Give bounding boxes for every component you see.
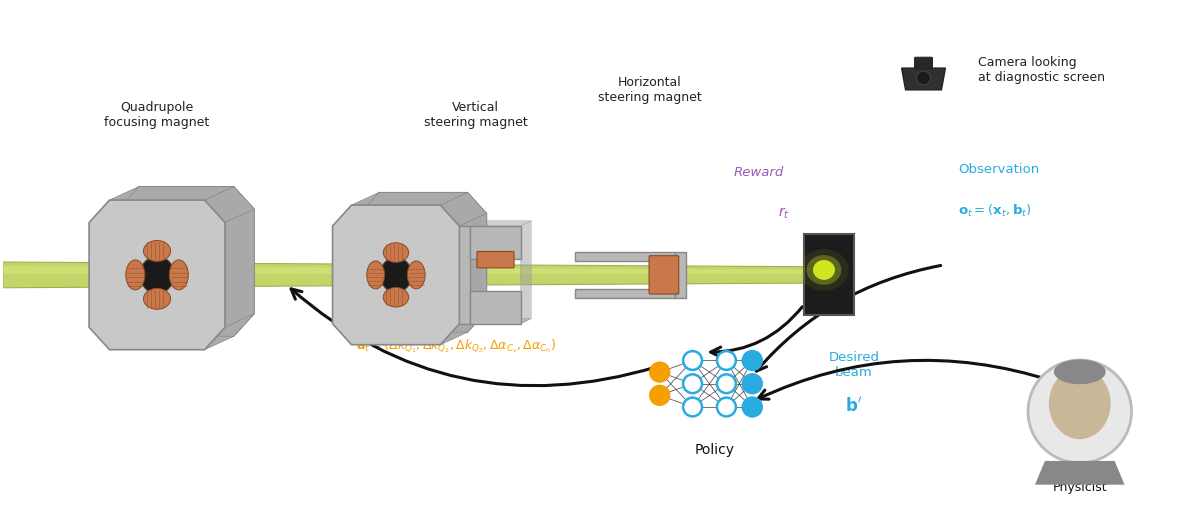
Polygon shape [89, 187, 139, 223]
Polygon shape [205, 314, 254, 350]
Ellipse shape [383, 287, 409, 307]
Polygon shape [332, 205, 460, 344]
Ellipse shape [814, 260, 835, 280]
Polygon shape [332, 214, 360, 324]
Ellipse shape [1054, 359, 1105, 384]
Polygon shape [352, 192, 468, 205]
Ellipse shape [169, 260, 188, 290]
Circle shape [743, 374, 762, 393]
Polygon shape [119, 187, 254, 336]
Text: Horizontal
steering magnet: Horizontal steering magnet [598, 76, 702, 104]
Text: Reward: Reward [734, 166, 785, 179]
Polygon shape [332, 192, 379, 226]
Circle shape [716, 374, 736, 393]
FancyBboxPatch shape [676, 252, 686, 298]
Polygon shape [205, 187, 254, 223]
Text: $\mathbf{o}_t = (\mathbf{x}_t, \mathbf{b}_t)$: $\mathbf{o}_t = (\mathbf{x}_t, \mathbf{b… [959, 202, 1032, 219]
Ellipse shape [799, 249, 848, 291]
Ellipse shape [1049, 368, 1111, 439]
Ellipse shape [140, 256, 174, 294]
Ellipse shape [917, 71, 930, 85]
Ellipse shape [367, 261, 384, 289]
Ellipse shape [407, 261, 425, 289]
Polygon shape [360, 192, 487, 332]
Polygon shape [2, 266, 854, 274]
Polygon shape [470, 319, 532, 324]
Polygon shape [440, 311, 487, 344]
Circle shape [683, 351, 702, 370]
FancyBboxPatch shape [575, 252, 676, 261]
Circle shape [743, 398, 762, 417]
Text: Policy: Policy [695, 443, 734, 457]
Text: $\mathbf{b}'$: $\mathbf{b}'$ [845, 396, 863, 416]
Text: $r_t$: $r_t$ [779, 206, 790, 221]
Text: Desired
beam: Desired beam [828, 351, 880, 379]
FancyBboxPatch shape [914, 57, 932, 69]
Ellipse shape [144, 288, 170, 310]
Polygon shape [470, 220, 481, 324]
FancyBboxPatch shape [457, 226, 470, 324]
Text: Vertical
steering magnet: Vertical steering magnet [424, 101, 528, 129]
Polygon shape [470, 220, 532, 226]
FancyBboxPatch shape [804, 234, 854, 315]
Text: Camera looking
at diagnostic screen: Camera looking at diagnostic screen [978, 56, 1105, 84]
Text: Action: Action [434, 308, 476, 321]
Circle shape [716, 351, 736, 370]
Circle shape [683, 398, 702, 417]
Circle shape [650, 363, 670, 382]
Text: Observation: Observation [959, 163, 1039, 176]
Polygon shape [440, 192, 487, 226]
Polygon shape [1034, 461, 1124, 484]
Ellipse shape [380, 258, 412, 293]
FancyBboxPatch shape [470, 226, 521, 259]
FancyBboxPatch shape [470, 291, 521, 324]
Ellipse shape [126, 260, 145, 290]
Text: $\mathbf{a}_t = (\Delta k_{Q_1}, \Delta k_{Q_2}, \Delta k_{Q_3}, \Delta\alpha_{C: $\mathbf{a}_t = (\Delta k_{Q_1}, \Delta … [355, 337, 556, 355]
Text: Physicist: Physicist [1052, 481, 1108, 494]
Polygon shape [89, 200, 224, 350]
FancyBboxPatch shape [649, 255, 679, 294]
Polygon shape [901, 68, 946, 90]
Circle shape [683, 374, 702, 393]
Polygon shape [460, 214, 487, 324]
FancyBboxPatch shape [575, 288, 676, 298]
Polygon shape [89, 314, 139, 350]
Circle shape [1028, 360, 1132, 463]
Polygon shape [89, 209, 119, 327]
Circle shape [743, 351, 762, 370]
FancyBboxPatch shape [476, 251, 514, 268]
Ellipse shape [383, 243, 409, 262]
Text: Quadrupole
focusing magnet: Quadrupole focusing magnet [104, 101, 210, 129]
Polygon shape [352, 332, 468, 344]
Ellipse shape [144, 241, 170, 261]
Polygon shape [521, 220, 532, 324]
Circle shape [650, 386, 670, 405]
Polygon shape [109, 336, 234, 350]
Polygon shape [2, 262, 854, 288]
Circle shape [716, 398, 736, 417]
Polygon shape [109, 187, 234, 200]
Ellipse shape [806, 255, 841, 285]
Polygon shape [332, 311, 379, 344]
Polygon shape [224, 209, 254, 327]
